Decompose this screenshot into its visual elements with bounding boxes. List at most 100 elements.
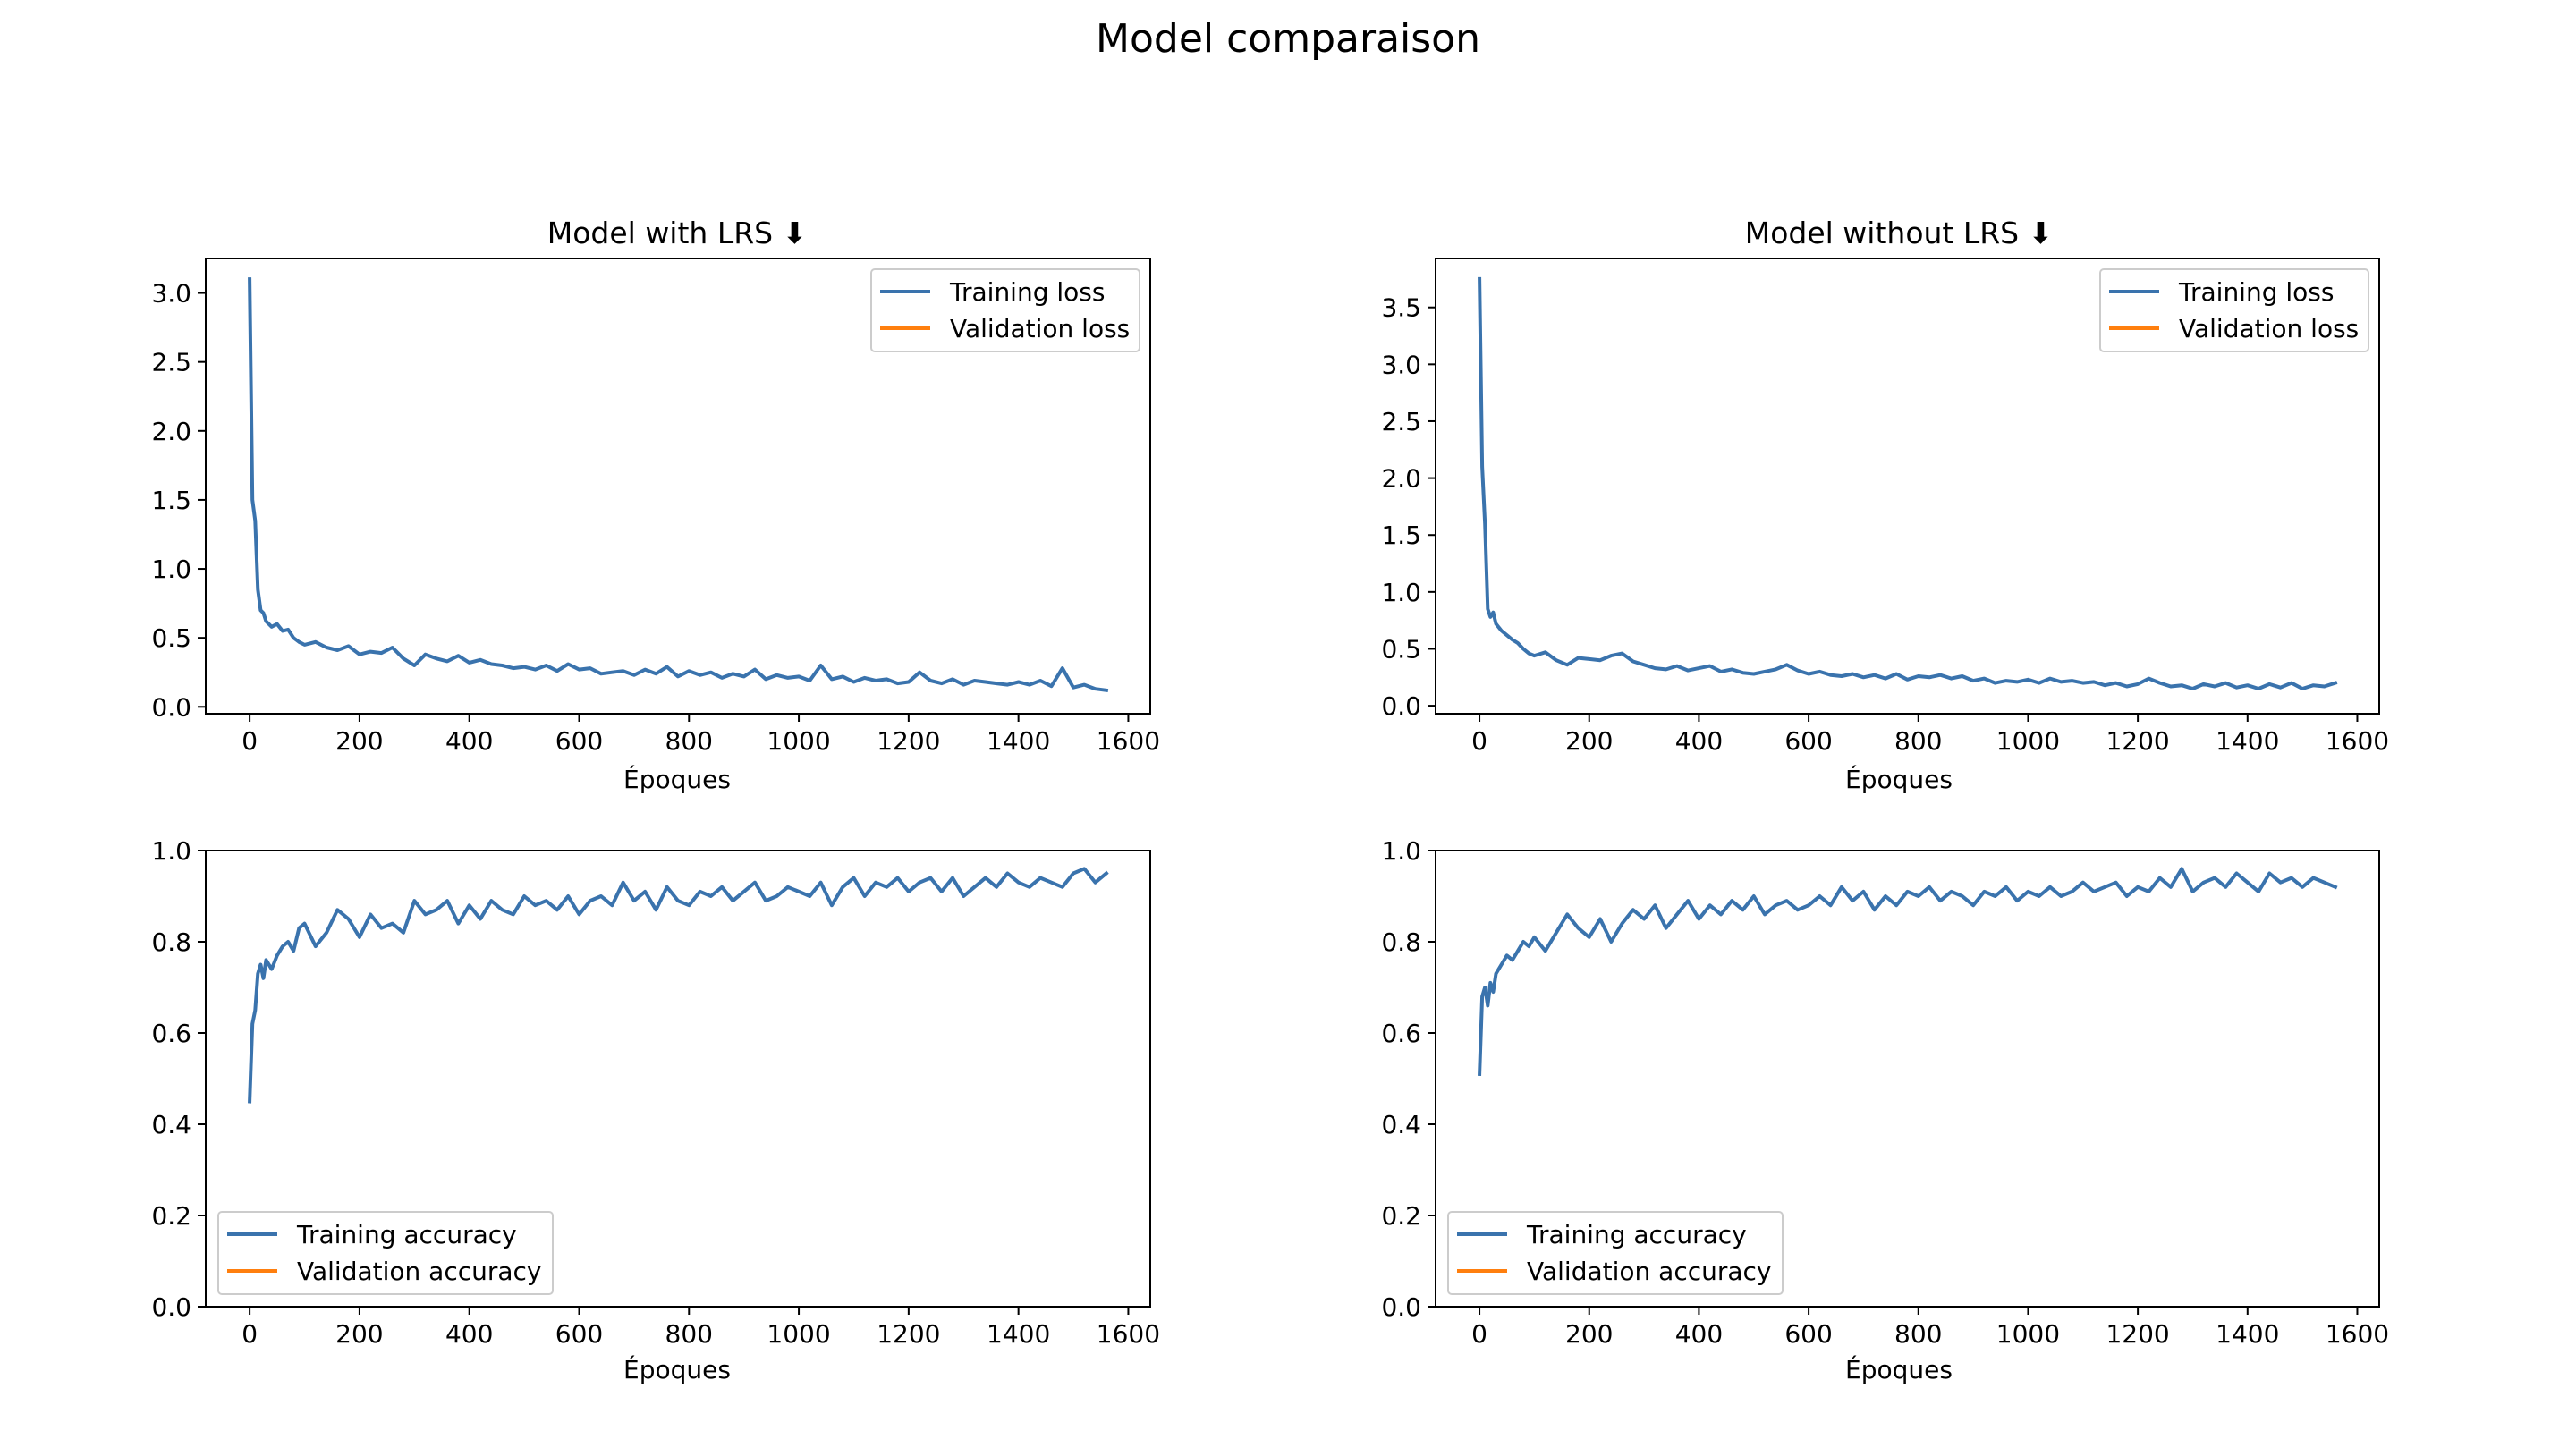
x-tick-label: 400 <box>445 726 493 756</box>
y-tick-label: 3.5 <box>1381 293 1421 323</box>
x-tick-label: 200 <box>335 726 383 756</box>
y-tick-label: 0.5 <box>1381 634 1421 664</box>
x-tick-label: 0 <box>1471 1319 1487 1349</box>
x-tick-label: 600 <box>1784 726 1832 756</box>
x-axis-label-lrs-accuracy: Époques <box>623 1354 731 1384</box>
legend-label-training: Training loss <box>949 277 1105 307</box>
legend-label-training: Training accuracy <box>1526 1220 1747 1249</box>
y-tick-label: 0.0 <box>151 692 191 722</box>
x-tick-label: 1200 <box>877 726 940 756</box>
legend-label-validation: Validation loss <box>950 314 1130 343</box>
subplot-nolrs-loss: Model without LRS ⬇ Époques <box>1745 216 2054 794</box>
axes-frame-nolrs-loss <box>1435 258 2380 715</box>
legend-label-validation: Validation loss <box>2179 314 2359 343</box>
x-tick-label: 1200 <box>877 1319 940 1349</box>
y-tick-label: 0.0 <box>1381 691 1421 721</box>
figure-title: Model comparaison <box>1096 16 1480 62</box>
x-tick-label: 200 <box>1565 726 1613 756</box>
series-line-training-lrs-loss <box>248 277 1109 693</box>
y-tick-label: 3.0 <box>151 279 191 309</box>
y-tick-label: 2.0 <box>151 417 191 446</box>
y-tick-label: 1.5 <box>1381 521 1421 550</box>
x-tick-label: 1600 <box>1097 726 1160 756</box>
x-tick-label: 400 <box>445 1319 493 1349</box>
x-tick-label: 1400 <box>987 1319 1050 1349</box>
y-tick-label: 3.0 <box>1381 350 1421 379</box>
x-tick-label: 1600 <box>2326 726 2389 756</box>
x-tick-label: 1000 <box>1996 1319 2060 1349</box>
y-tick-label: 0.0 <box>1381 1292 1421 1322</box>
y-tick-label: 1.0 <box>151 555 191 584</box>
legend-nolrs-loss: Training loss Validation loss <box>2099 268 2369 352</box>
x-tick-label: 0 <box>1471 726 1487 756</box>
legend-nolrs-acc: Training accuracy Validation accuracy <box>1447 1211 1784 1295</box>
legend-label-validation: Validation accuracy <box>1527 1257 1772 1286</box>
series-line-training-lrs-acc <box>248 867 1109 1104</box>
x-axis-label-nolrs-loss: Époques <box>1845 764 1953 794</box>
x-tick-label: 800 <box>1894 726 1942 756</box>
x-tick-label: 1200 <box>2106 1319 2169 1349</box>
x-tick-label: 1400 <box>2216 726 2279 756</box>
x-tick-label: 1200 <box>2106 726 2169 756</box>
subplot-nolrs-accuracy: Époques <box>1845 1354 1953 1384</box>
y-tick-label: 0.8 <box>1381 927 1421 957</box>
y-tick-label: 0.6 <box>1381 1019 1421 1048</box>
y-tick-label: 1.0 <box>1381 836 1421 866</box>
axes-frame-lrs-acc <box>205 850 1151 1308</box>
y-tick-label: 0.0 <box>151 1292 191 1322</box>
x-tick-label: 1000 <box>1996 726 2060 756</box>
subplot-lrs-loss: Model with LRS ⬇ Époques <box>547 216 807 794</box>
y-tick-label: 0.8 <box>151 927 191 957</box>
y-tick-label: 2.5 <box>1381 407 1421 436</box>
x-tick-label: 200 <box>1565 1319 1613 1349</box>
legend-box <box>217 1211 554 1295</box>
y-tick-label: 0.5 <box>151 623 191 653</box>
legend-box <box>870 268 1140 352</box>
plot-area-lrs-loss: 0 200 400 600 800 1000 1200 1400 1600 0.0 0.5 1.0 1.… <box>151 258 1160 756</box>
legend-box <box>2099 268 2369 352</box>
y-tick-label: 0.2 <box>151 1201 191 1231</box>
legend-box <box>1447 1211 1784 1295</box>
x-tick-label: 600 <box>555 726 603 756</box>
plot-area-nolrs-acc: 0 200 400 600 800 1000 1200 1400 1600 0.0 0.2 0.4 0.… <box>1381 836 2389 1349</box>
x-tick-label: 800 <box>1894 1319 1942 1349</box>
legend-label-validation: Validation accuracy <box>297 1257 542 1286</box>
y-tick-label: 1.0 <box>1381 578 1421 607</box>
series-line-training-nolrs-loss <box>1478 276 2338 690</box>
legend-lrs-acc: Training accuracy Validation accuracy <box>217 1211 554 1295</box>
y-tick-label: 2.0 <box>1381 464 1421 494</box>
subplot-title-nolrs: Model without LRS ⬇ <box>1745 216 2054 250</box>
y-tick-label: 0.4 <box>151 1110 191 1139</box>
axes-frame-nolrs-acc <box>1435 850 2380 1308</box>
y-tick-label: 2.5 <box>151 348 191 377</box>
x-tick-label: 800 <box>665 726 713 756</box>
x-tick-label: 800 <box>665 1319 713 1349</box>
x-tick-label: 200 <box>335 1319 383 1349</box>
y-tick-label: 0.2 <box>1381 1201 1421 1231</box>
y-tick-label: 0.4 <box>1381 1110 1421 1139</box>
series-line-training-nolrs-acc <box>1478 867 2338 1076</box>
x-tick-label: 0 <box>242 1319 258 1349</box>
axes-frame-lrs-loss <box>205 258 1151 715</box>
plot-area-lrs-acc: 0 200 400 600 800 1000 1200 1400 1600 0.0 0.2 0.4 0.… <box>151 836 1160 1349</box>
x-tick-label: 600 <box>555 1319 603 1349</box>
subplot-lrs-accuracy: Époques <box>623 1354 731 1384</box>
x-tick-label: 400 <box>1675 1319 1723 1349</box>
x-tick-label: 0 <box>242 726 258 756</box>
legend-lrs-loss: Training loss Validation loss <box>870 268 1140 352</box>
subplot-title-lrs: Model with LRS ⬇ <box>547 216 807 250</box>
x-tick-label: 400 <box>1675 726 1723 756</box>
x-tick-label: 1600 <box>2326 1319 2389 1349</box>
x-tick-label: 1400 <box>987 726 1050 756</box>
y-tick-label: 1.0 <box>151 836 191 866</box>
x-axis-label-lrs-loss: Époques <box>623 764 731 794</box>
x-tick-label: 1400 <box>2216 1319 2279 1349</box>
x-tick-label: 1000 <box>767 726 830 756</box>
legend-label-training: Training accuracy <box>296 1220 517 1249</box>
y-tick-label: 0.6 <box>151 1019 191 1048</box>
y-tick-label: 1.5 <box>151 486 191 515</box>
x-axis-label-nolrs-accuracy: Époques <box>1845 1354 1953 1384</box>
x-tick-label: 1000 <box>767 1319 830 1349</box>
x-tick-label: 1600 <box>1097 1319 1160 1349</box>
